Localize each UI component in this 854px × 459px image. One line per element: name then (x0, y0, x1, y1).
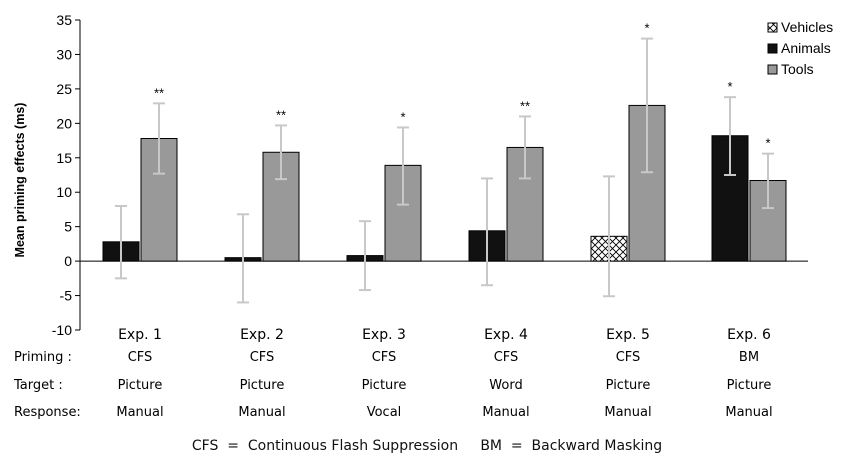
row-header: Response: (14, 405, 81, 420)
condition-cell: Manual (238, 405, 285, 420)
legend-swatch-tools (767, 64, 778, 75)
category-label: Exp. 4 (484, 327, 528, 343)
condition-cell: CFS (372, 350, 397, 365)
condition-cell: Picture (240, 378, 285, 393)
legend-label: Animals (781, 40, 831, 56)
y-tick-label: 10 (56, 184, 72, 200)
category-label: Exp. 6 (727, 327, 771, 343)
condition-cell: Picture (362, 378, 407, 393)
y-tick-label: 0 (64, 253, 72, 269)
condition-cell: CFS (616, 350, 641, 365)
y-tick-label: 20 (56, 115, 72, 131)
abbreviation-footnote: CFS = Continuous Flash Suppression BM = … (191, 438, 663, 454)
y-tick-label: 25 (56, 81, 72, 97)
category-label: Exp. 3 (362, 327, 406, 343)
y-tick-label: 15 (56, 150, 72, 166)
category-label: Exp. 1 (118, 327, 162, 343)
condition-cell: CFS (250, 350, 275, 365)
significance-marker: ** (154, 85, 164, 100)
condition-cell: Manual (116, 405, 163, 420)
y-tick-label: 35 (56, 12, 72, 28)
significance-marker: ** (520, 98, 530, 113)
y-tick-label: 30 (56, 46, 72, 62)
condition-cell: Picture (118, 378, 163, 393)
significance-marker: * (727, 79, 732, 94)
condition-cell: Word (489, 378, 522, 393)
legend-label: Tools (781, 61, 814, 77)
condition-cell: Picture (606, 378, 651, 393)
legend-label: Vehicles (781, 19, 833, 35)
condition-cell: CFS (494, 350, 519, 365)
y-tick-label: -10 (52, 322, 72, 338)
significance-marker: ** (276, 107, 286, 122)
condition-cell: Vocal (367, 405, 402, 420)
condition-cell: Manual (482, 405, 529, 420)
category-label: Exp. 2 (240, 327, 284, 343)
condition-cell: Manual (604, 405, 651, 420)
condition-cell: Manual (725, 405, 772, 420)
bar-tools (506, 146, 544, 262)
category-label: Exp. 5 (606, 327, 650, 343)
y-tick-label: 5 (64, 219, 72, 235)
condition-cell: Picture (727, 378, 772, 393)
legend-swatch-vehicles (767, 22, 778, 33)
condition-cell: CFS (128, 350, 153, 365)
row-header: Priming : (14, 350, 72, 365)
significance-marker: * (400, 109, 405, 124)
condition-cell: BM (739, 350, 759, 365)
y-axis-title: Mean priming effects (ms) (13, 103, 27, 258)
row-header: Target : (13, 378, 63, 393)
legend-swatch-animals (767, 43, 778, 54)
significance-marker: * (765, 136, 770, 151)
y-tick-label: -5 (60, 288, 73, 304)
significance-marker: * (644, 21, 649, 36)
